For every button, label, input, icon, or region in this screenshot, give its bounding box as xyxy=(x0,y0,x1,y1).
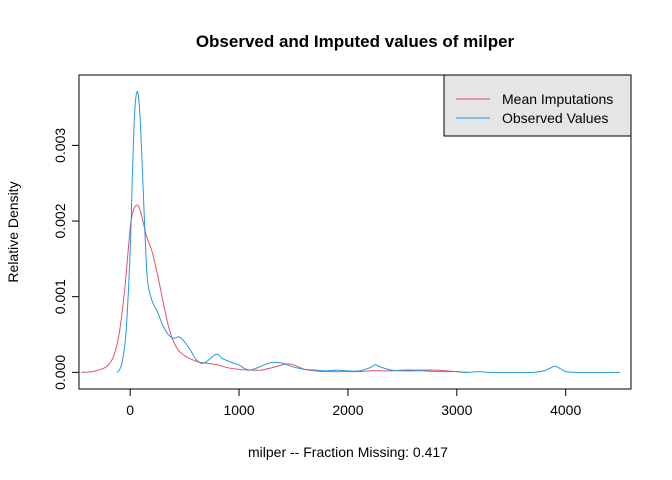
x-tick-label: 4000 xyxy=(550,402,581,418)
y-axis-label: Relative Density xyxy=(5,181,21,282)
y-axis: 0.000 0.001 0.002 0.003 xyxy=(52,128,79,390)
x-tick-label: 2000 xyxy=(332,402,363,418)
y-tick-label: 0.000 xyxy=(52,355,68,390)
series-line-mean-imputations xyxy=(81,204,468,373)
legend-box xyxy=(443,74,632,137)
x-tick-label: 3000 xyxy=(441,402,472,418)
series-line-observed-values xyxy=(116,90,621,373)
y-tick-label: 0.001 xyxy=(52,279,68,314)
x-axis-label: milper -- Fraction Missing: 0.417 xyxy=(248,444,448,460)
y-tick-label: 0.002 xyxy=(52,203,68,238)
x-tick-label: 1000 xyxy=(223,402,254,418)
series-lines xyxy=(81,90,621,373)
legend: Mean Imputations Observed Values xyxy=(443,74,632,137)
legend-label-observed-values: Observed Values xyxy=(502,110,608,126)
plot-frame xyxy=(78,74,632,390)
x-axis: 0 1000 2000 3000 4000 xyxy=(126,389,581,418)
x-tick-label: 0 xyxy=(126,402,134,418)
chart-title: Observed and Imputed values of milper xyxy=(196,32,515,51)
legend-label-mean-imputations: Mean Imputations xyxy=(502,91,613,107)
y-tick-label: 0.003 xyxy=(52,128,68,163)
